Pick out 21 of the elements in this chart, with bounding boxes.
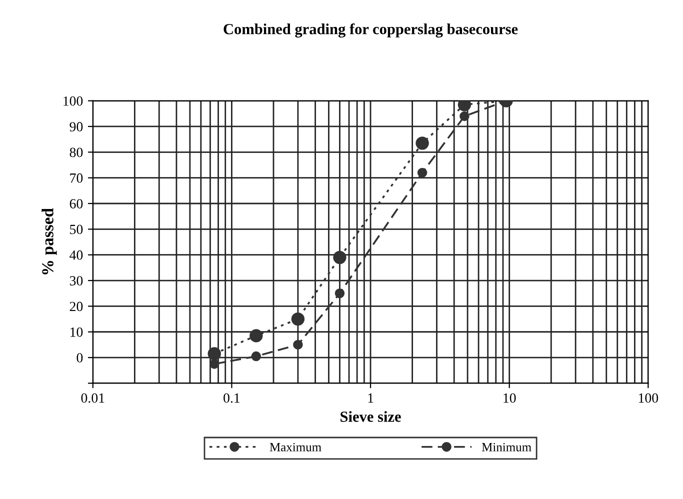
y-tick-label: 0	[76, 353, 83, 363]
x-tick-label: 0.01	[81, 393, 104, 403]
y-tick-label: 50	[70, 224, 83, 234]
y-tick-label: 30	[70, 276, 83, 286]
x-axis-title: Sieve size	[340, 411, 401, 422]
x-tick-label: 100	[638, 393, 658, 403]
x-tick-label: 0.1	[224, 393, 240, 403]
y-tick-label: 100	[64, 96, 83, 106]
legend-label: Maximum	[270, 442, 322, 452]
y-tick-label: 40	[70, 250, 83, 260]
legend-label: Minimum	[482, 442, 532, 452]
y-tick-label: 90	[70, 122, 83, 132]
x-tick-label: 10	[504, 393, 516, 403]
y-tick-label: 70	[70, 173, 83, 183]
y-axis-title: % passed	[42, 208, 57, 274]
x-tick-label: 1	[368, 393, 374, 403]
y-tick-label: 80	[70, 148, 83, 158]
y-tick-label: 10	[70, 327, 83, 337]
y-tick-label: 60	[70, 199, 83, 208]
chart-title: Combined grading for copperslag basecourse	[224, 23, 518, 38]
y-tick-label: 20	[70, 302, 83, 312]
